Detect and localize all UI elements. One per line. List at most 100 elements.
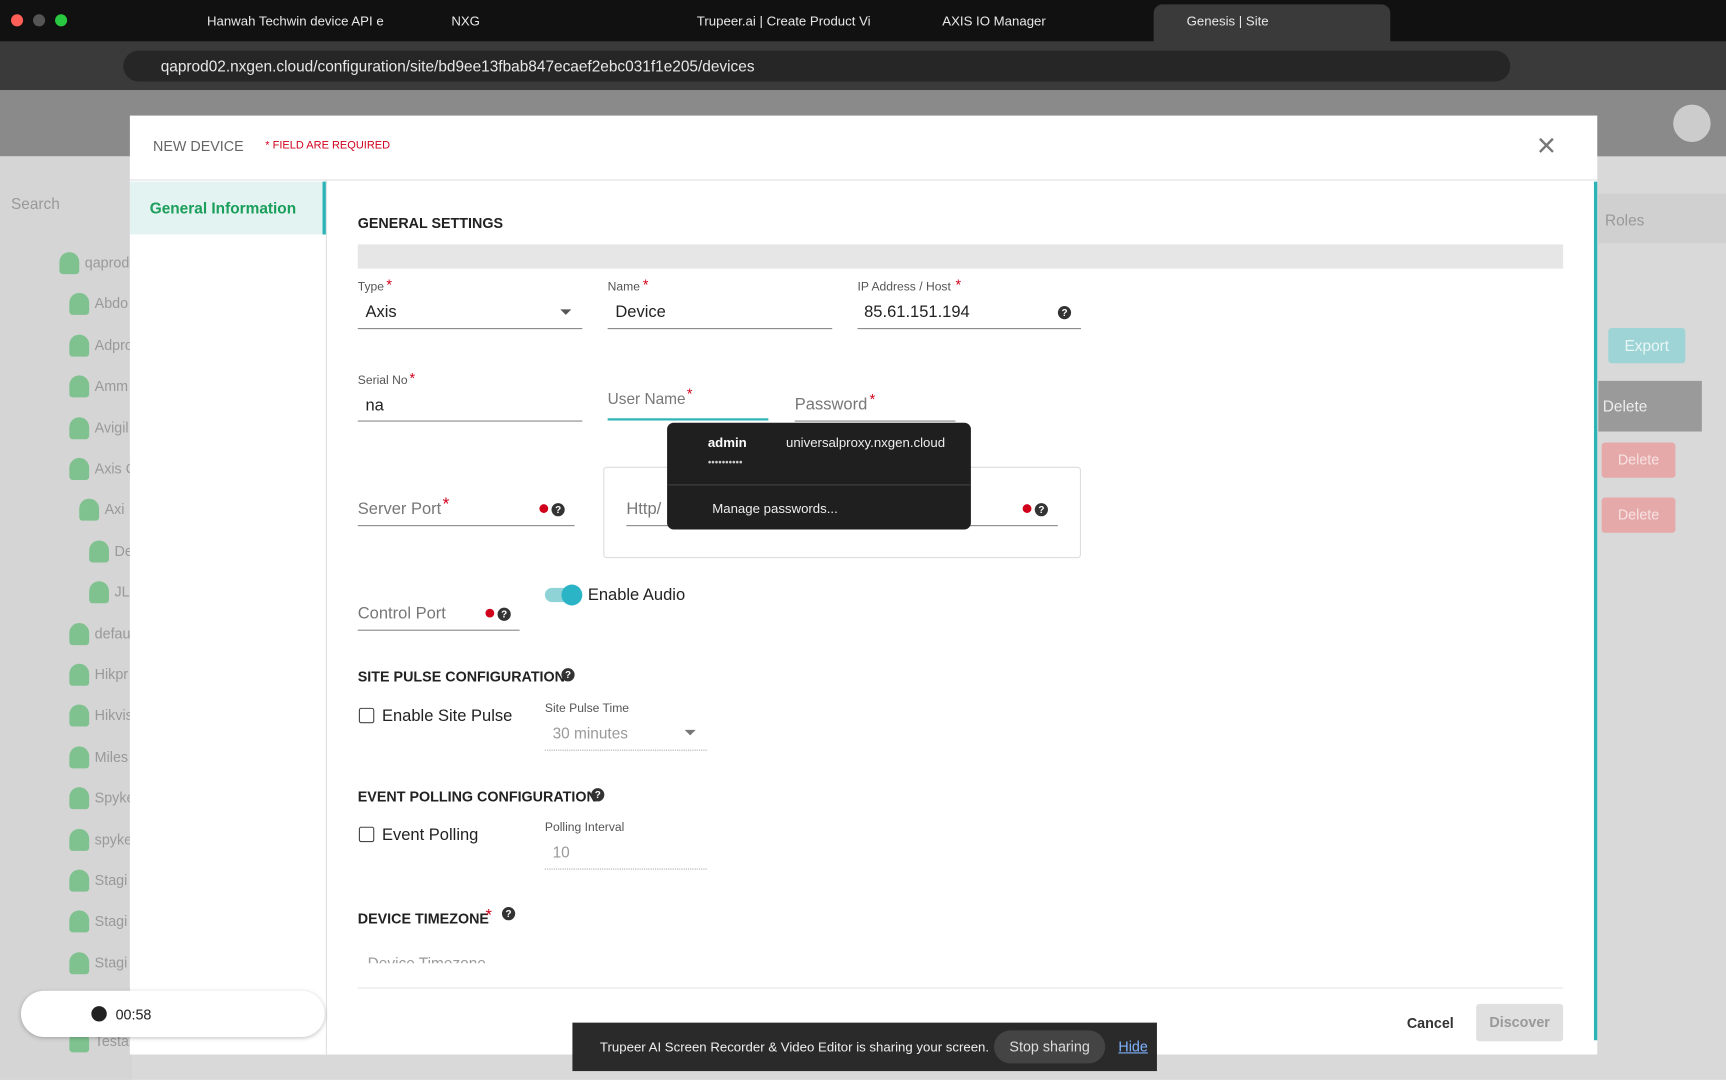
help-icon[interactable]: ? bbox=[591, 788, 605, 802]
section-heading: EVENT POLLING CONFIGURATION bbox=[357, 788, 597, 805]
tree-item[interactable]: spyke bbox=[94, 830, 133, 848]
modal bbox=[129, 115, 1598, 1055]
tab[interactable]: NXG bbox=[451, 13, 480, 29]
autofill-user[interactable]: admin bbox=[707, 434, 747, 451]
autofill-password[interactable]: •••••••••• bbox=[707, 456, 743, 468]
address-bar[interactable] bbox=[123, 50, 1511, 82]
field-label: Polling Interval bbox=[544, 821, 625, 835]
tree-item[interactable]: qaprod bbox=[84, 254, 130, 271]
field-value[interactable]: Axis bbox=[365, 302, 397, 322]
section-heading: SITE PULSE CONFIGURATION bbox=[357, 668, 566, 685]
field-value[interactable]: Device bbox=[615, 302, 666, 322]
tree-item[interactable]: Hikpr bbox=[94, 665, 129, 683]
delete-button[interactable]: Delete bbox=[1601, 497, 1676, 533]
delete-button[interactable]: Delete bbox=[1601, 442, 1676, 478]
field-label: Serial No bbox=[357, 374, 408, 388]
checkbox[interactable] bbox=[358, 826, 375, 843]
window-min[interactable] bbox=[33, 14, 46, 27]
required-mark: * bbox=[409, 369, 416, 387]
field-label[interactable]: Password bbox=[794, 395, 868, 414]
tree-icon bbox=[69, 293, 90, 316]
timezone-clip: Device Timezone bbox=[368, 953, 486, 963]
nav-item[interactable] bbox=[129, 181, 326, 235]
tree-icon bbox=[69, 375, 90, 398]
field-underline bbox=[357, 420, 583, 422]
tree-icon bbox=[89, 540, 109, 563]
progress-bar bbox=[357, 244, 1564, 269]
help-icon[interactable]: ? bbox=[501, 907, 516, 921]
active-tab[interactable] bbox=[1153, 4, 1391, 42]
window-max[interactable] bbox=[55, 14, 68, 27]
autofill-site[interactable]: universalproxy.nxgen.cloud bbox=[785, 434, 946, 451]
tree-item[interactable]: Avigil bbox=[94, 418, 129, 436]
tree-item[interactable]: Stagi bbox=[94, 954, 128, 971]
field-value[interactable]: na bbox=[365, 396, 384, 416]
tree-item[interactable]: Amm bbox=[94, 377, 129, 395]
tree-item[interactable]: Abdo bbox=[94, 295, 129, 312]
tree-icon bbox=[69, 951, 90, 974]
divider bbox=[357, 987, 1564, 989]
tree-item[interactable]: defau bbox=[94, 624, 131, 642]
tree-icon bbox=[69, 746, 90, 769]
field-placeholder[interactable]: Device Timezone bbox=[367, 954, 486, 964]
field-value[interactable]: 30 minutes bbox=[552, 724, 628, 742]
export-button[interactable]: Export bbox=[1608, 328, 1686, 364]
search[interactable]: Search bbox=[11, 194, 60, 213]
tree-item[interactable]: Axi bbox=[104, 501, 125, 518]
scrollbar[interactable] bbox=[1593, 181, 1598, 1041]
window-close[interactable] bbox=[11, 14, 24, 27]
help-icon[interactable]: ? bbox=[497, 607, 511, 621]
tree-icon bbox=[69, 910, 90, 933]
tree-item[interactable]: Axis C bbox=[94, 460, 137, 477]
url[interactable]: qaprod02.nxgen.cloud/configuration/site/… bbox=[160, 57, 755, 75]
help-icon[interactable]: ? bbox=[1057, 306, 1072, 320]
tree-item[interactable]: Miles bbox=[94, 748, 129, 765]
checkbox[interactable] bbox=[358, 707, 375, 724]
tree-item[interactable]: De bbox=[114, 542, 133, 559]
roles-tab[interactable]: Roles bbox=[1604, 211, 1645, 229]
tree-item[interactable]: Stagi bbox=[94, 912, 128, 930]
checkbox-label: Enable Site Pulse bbox=[381, 706, 513, 726]
toggle-thumb[interactable] bbox=[561, 584, 583, 606]
tab[interactable]: Genesis | Site bbox=[1186, 13, 1269, 29]
tree-icon bbox=[69, 663, 90, 686]
tab[interactable]: AXIS IO Manager bbox=[942, 13, 1046, 29]
help-icon[interactable]: ? bbox=[561, 668, 575, 682]
tree-item[interactable]: Hikvis bbox=[94, 707, 133, 724]
nav-item-label[interactable]: General Information bbox=[149, 199, 297, 217]
manage-passwords[interactable]: Manage passwords... bbox=[712, 500, 838, 517]
field-label[interactable]: Control Port bbox=[357, 604, 446, 624]
avatar[interactable] bbox=[1673, 104, 1711, 143]
record-icon[interactable] bbox=[91, 1006, 107, 1022]
field-label[interactable]: Server Port bbox=[357, 499, 442, 519]
required-mark: * bbox=[442, 495, 450, 515]
divider bbox=[667, 484, 971, 486]
help-icon[interactable]: ? bbox=[1034, 503, 1048, 517]
hide-link[interactable]: Hide bbox=[1118, 1038, 1148, 1055]
tree-item[interactable]: JL bbox=[114, 583, 130, 601]
field-value[interactable]: 85.61.151.194 bbox=[864, 302, 970, 322]
help-icon[interactable]: ? bbox=[551, 503, 565, 517]
field-underline bbox=[544, 749, 707, 751]
cancel-button[interactable]: Cancel bbox=[1406, 1014, 1454, 1032]
tree-item[interactable]: Stagi bbox=[94, 871, 128, 889]
field-underline bbox=[607, 418, 769, 421]
field-label[interactable]: Http/ bbox=[626, 499, 662, 519]
field-underline bbox=[857, 328, 1081, 330]
tree-item[interactable]: Adpro bbox=[94, 336, 133, 354]
tree-icon bbox=[69, 869, 90, 892]
field-label[interactable]: User Name bbox=[607, 389, 686, 408]
divider bbox=[325, 179, 327, 1055]
discover-button[interactable]: Discover bbox=[1476, 1003, 1564, 1042]
recorder-time: 00:58 bbox=[115, 1006, 152, 1023]
field-value[interactable]: 10 bbox=[552, 843, 570, 861]
stop-sharing[interactable]: Stop sharing bbox=[994, 1030, 1106, 1064]
tree-item[interactable]: Spyke bbox=[94, 789, 135, 806]
delete-button[interactable]: Delete bbox=[1598, 380, 1702, 432]
tab[interactable]: Hanwah Techwin device API e bbox=[206, 13, 384, 29]
tab[interactable]: Trupeer.ai | Create Product Vi bbox=[696, 13, 871, 29]
required-mark: * bbox=[642, 276, 649, 293]
field-underline bbox=[544, 868, 707, 870]
